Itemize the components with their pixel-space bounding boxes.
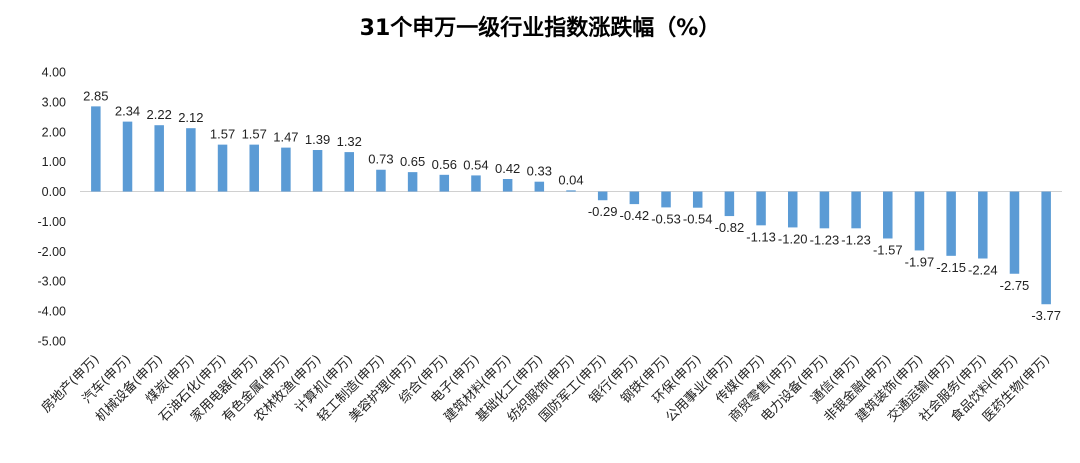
data-labels-group: 2.85 2.34 2.22 2.12 1.57 1.57 1.47 1.39 1.32 0.73… [83, 88, 1061, 323]
bar [629, 191, 640, 205]
y-tick-label: -4.00 [38, 305, 67, 319]
bar [597, 191, 608, 201]
data-label: -2.15 [936, 260, 966, 275]
bars-group [91, 106, 1051, 305]
data-label: -1.97 [905, 254, 935, 269]
bar [946, 191, 956, 256]
y-tick-label: 2.00 [42, 125, 66, 139]
y-tick-label: 4.00 [42, 66, 66, 80]
data-label: -1.23 [841, 232, 871, 247]
data-label: 1.57 [210, 127, 235, 142]
bar [724, 191, 735, 217]
data-label: 0.56 [432, 157, 457, 172]
bar [439, 174, 450, 192]
y-axis: 4.00 3.00 2.00 1.00 0.00 -1.00 -2.00 -3.00 -4.00… [38, 66, 67, 349]
bar [914, 191, 925, 251]
bar [819, 191, 830, 229]
y-tick-label: -3.00 [38, 275, 67, 289]
bar [122, 121, 133, 192]
bar [566, 190, 576, 192]
data-label: -3.77 [1031, 308, 1061, 323]
bar [376, 169, 386, 192]
bar [883, 191, 893, 239]
bar [502, 179, 513, 192]
bar [692, 191, 703, 208]
chart-title: 31个申万一级行业指数涨跌幅（%） [360, 15, 721, 41]
data-label: -2.24 [968, 263, 998, 278]
data-label: -1.20 [778, 231, 808, 246]
data-label: -0.29 [588, 204, 618, 219]
data-label: 1.57 [242, 127, 267, 142]
data-label: -0.54 [683, 212, 713, 227]
bar [661, 191, 671, 208]
bar [471, 175, 481, 192]
bar [787, 191, 798, 228]
data-label: -2.75 [1000, 278, 1030, 293]
data-label: 2.85 [83, 88, 108, 103]
data-label: -1.57 [873, 242, 903, 257]
bar [1009, 191, 1020, 274]
bar [186, 128, 196, 192]
data-label: -1.13 [746, 229, 776, 244]
bar [1041, 191, 1051, 305]
data-label: -0.82 [715, 220, 745, 235]
bar [154, 125, 164, 192]
data-label: 0.42 [495, 161, 520, 176]
bar [534, 181, 545, 192]
data-label: 0.73 [368, 152, 393, 167]
bar [851, 191, 861, 229]
data-label: 2.34 [115, 104, 140, 119]
data-label: 0.33 [527, 164, 552, 179]
data-label: 1.47 [273, 130, 298, 145]
data-label: 2.12 [178, 110, 203, 125]
y-tick-label: -5.00 [38, 335, 67, 349]
bar [312, 150, 323, 192]
bar [978, 191, 988, 259]
bar [281, 147, 291, 192]
bar [407, 172, 418, 192]
data-label: 1.39 [305, 132, 330, 147]
bar [91, 106, 101, 192]
y-tick-label: -2.00 [38, 245, 67, 259]
data-label: -0.42 [620, 208, 650, 223]
data-label: 0.04 [558, 172, 583, 187]
bar [249, 144, 259, 192]
y-tick-label: -1.00 [38, 215, 67, 229]
bar [217, 144, 228, 192]
y-tick-label: 1.00 [42, 155, 66, 169]
y-tick-label: 0.00 [42, 185, 66, 199]
data-label: 1.32 [337, 134, 362, 149]
bar [344, 152, 355, 192]
data-label: 2.22 [147, 107, 172, 122]
data-label: 0.65 [400, 154, 425, 169]
data-label: 0.54 [463, 157, 488, 172]
y-tick-label: 3.00 [42, 95, 66, 109]
bar [756, 191, 766, 226]
x-axis: 房地产(申万)汽车(申万)机械设备(申万)煤炭(申万)石油石化(申万)家用电器(… [38, 352, 1053, 426]
data-label: -0.53 [651, 211, 681, 226]
data-label: -1.23 [810, 232, 840, 247]
